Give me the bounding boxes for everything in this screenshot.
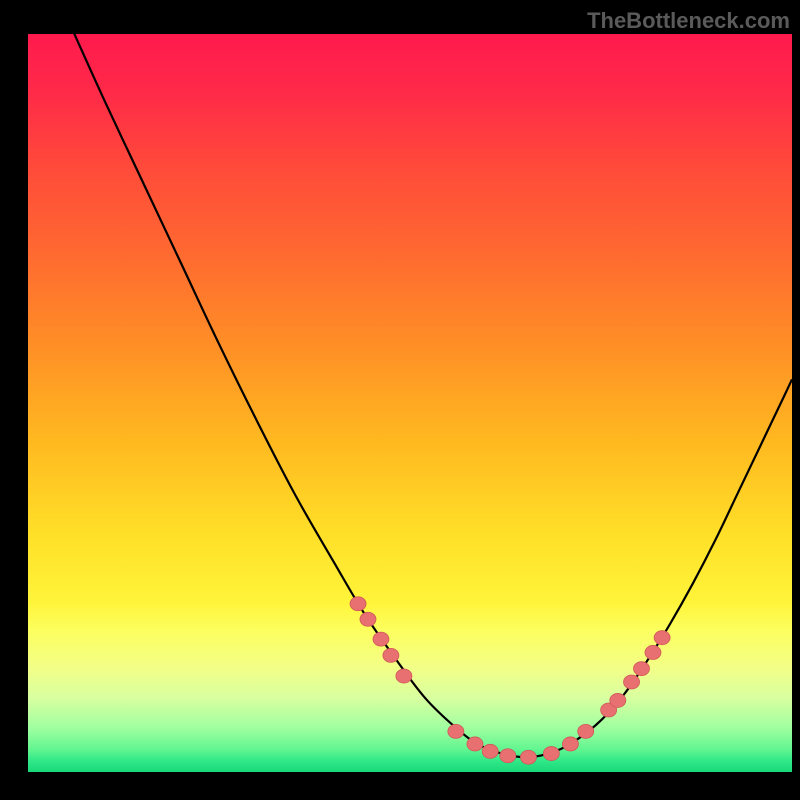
curve-marker [482,744,498,758]
gradient-background [28,34,792,772]
watermark-text: TheBottleneck.com [587,8,790,34]
curve-marker [500,749,516,763]
plot-svg [28,34,792,772]
curve-marker [578,724,594,738]
curve-marker [543,747,559,761]
curve-marker [383,648,399,662]
curve-marker [562,737,578,751]
chart-container: TheBottleneck.com [0,0,800,800]
curve-marker [654,631,670,645]
curve-marker [373,632,389,646]
curve-marker [396,669,412,683]
curve-marker [624,675,640,689]
curve-marker [633,662,649,676]
curve-marker [360,612,376,626]
curve-marker [645,645,661,659]
plot-area [28,34,792,772]
curve-marker [610,693,626,707]
curve-marker [350,597,366,611]
curve-marker [520,750,536,764]
curve-marker [448,724,464,738]
curve-marker [467,737,483,751]
